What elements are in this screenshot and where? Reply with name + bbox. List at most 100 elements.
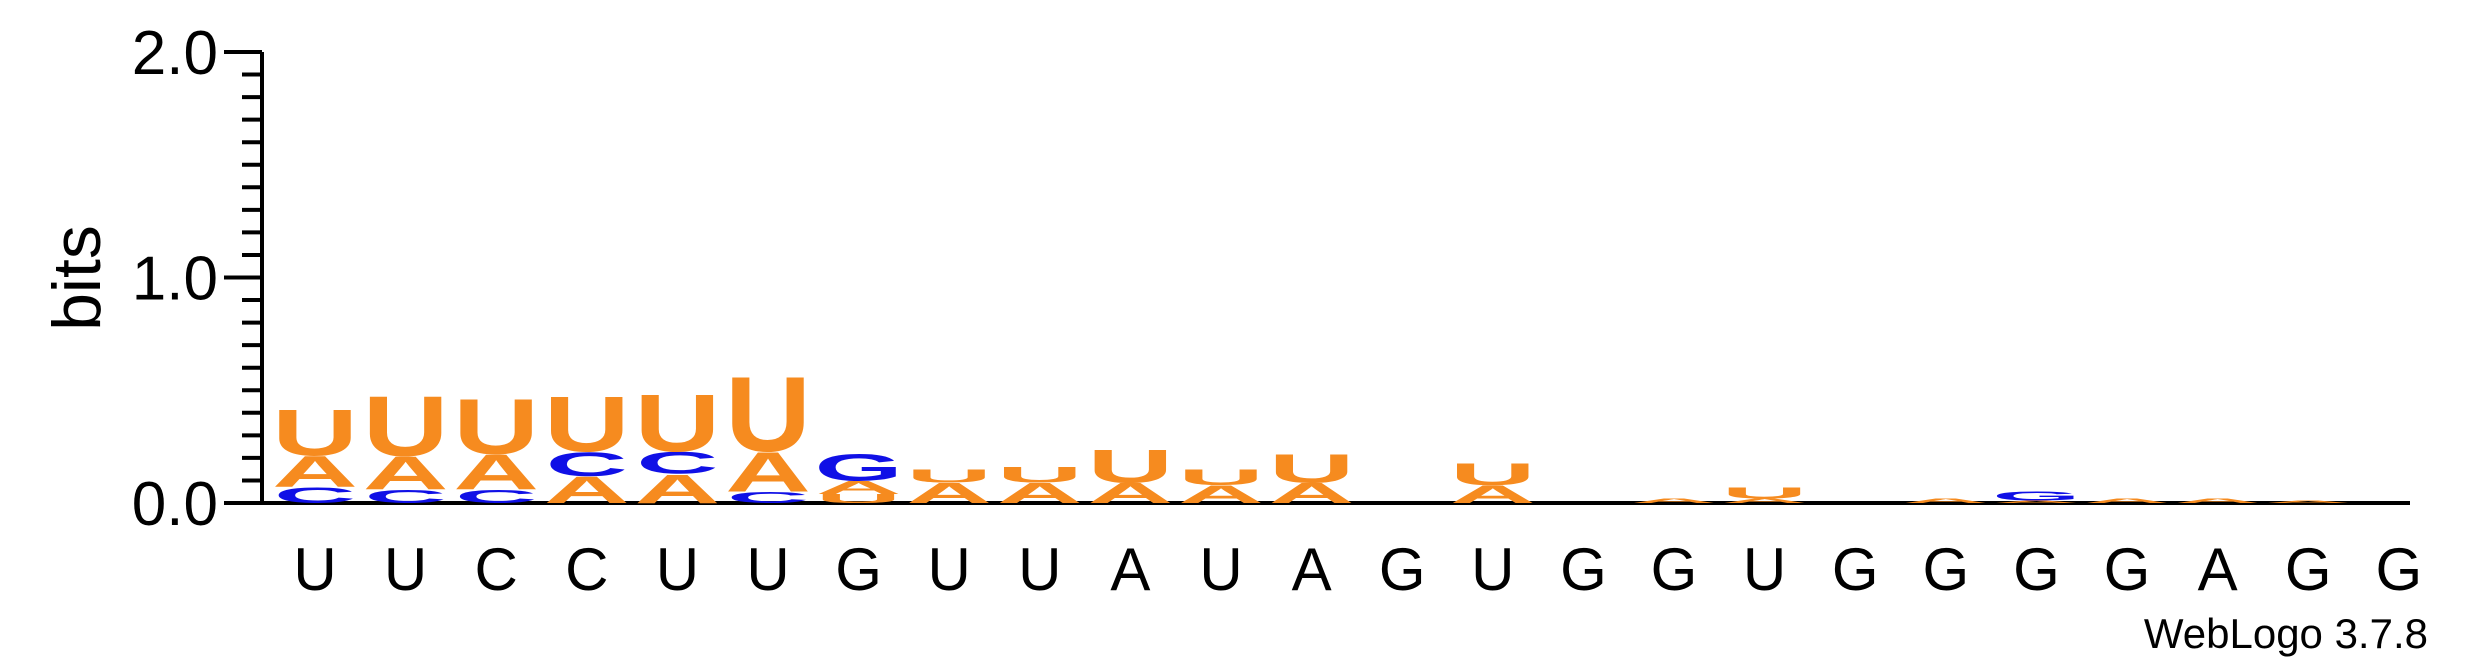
logo-letter-U: U — [453, 383, 539, 470]
svg-text:U: U — [1178, 465, 1264, 490]
svg-text:A: A — [906, 478, 992, 509]
logo-letter-U: U — [363, 378, 449, 473]
x-tick-label: G — [1560, 536, 1607, 603]
x-tick-label: A — [1110, 536, 1150, 603]
footer-credit: WebLogo 3.7.8 — [2144, 610, 2428, 657]
svg-text:A: A — [634, 466, 720, 512]
svg-text:U: U — [453, 383, 539, 470]
logo-letter-U: U — [1087, 440, 1173, 493]
svg-text:U: U — [816, 492, 902, 506]
x-tick-label: C — [565, 536, 608, 603]
x-tick-label: G — [835, 536, 882, 603]
y-tick-label: 2.0 — [132, 19, 218, 88]
logo-letter-A: A — [1450, 480, 1536, 508]
logo-letter-U: U — [816, 492, 902, 506]
logo-letter-A: A — [725, 441, 811, 504]
svg-text:A: A — [2084, 497, 2170, 504]
x-tick-label: U — [746, 536, 789, 603]
svg-text:U: U — [1269, 446, 1355, 492]
x-tick-label: U — [1743, 536, 1786, 603]
svg-text:A: A — [1178, 480, 1264, 508]
logo-letter-C: C — [636, 445, 718, 480]
x-tick-label: G — [1651, 536, 1698, 603]
logo-letter-A: A — [2265, 500, 2351, 504]
logo-letter-C: C — [546, 445, 628, 484]
svg-text:A: A — [816, 477, 902, 498]
svg-text:U: U — [634, 377, 720, 468]
x-tick-label: A — [1292, 536, 1332, 603]
svg-text:C: C — [274, 483, 356, 508]
svg-text:A: A — [544, 469, 630, 511]
logo-letter-U: U — [634, 377, 720, 468]
svg-text:G: G — [814, 446, 902, 488]
logo-letter-A: A — [272, 447, 358, 496]
logo-letter-U: U — [725, 355, 811, 474]
logo-letter-A: A — [1178, 480, 1264, 508]
svg-text:A: A — [453, 444, 539, 500]
logo-letter-G: G — [814, 446, 902, 488]
x-tick-label: G — [1832, 536, 1879, 603]
x-tick-label: U — [1471, 536, 1514, 603]
logo-letter-A: A — [906, 478, 992, 509]
x-tick-label: G — [2375, 536, 2422, 603]
y-axis-label: bits — [39, 225, 115, 331]
x-tick-label: U — [1199, 536, 1242, 603]
svg-text:A: A — [1631, 497, 1717, 504]
svg-text:U: U — [1087, 440, 1173, 493]
logo-letter-U: U — [544, 381, 630, 468]
logo-letter-C: C — [365, 486, 447, 507]
logo-letter-A: A — [634, 466, 720, 512]
svg-text:U: U — [725, 355, 811, 474]
y-tick-label: 0.0 — [132, 470, 218, 539]
logo-letter-C: C — [727, 489, 809, 506]
logo-letter-A: A — [1087, 478, 1173, 509]
x-tick-label: U — [1018, 536, 1061, 603]
svg-text:A: A — [272, 447, 358, 496]
logo-letter-A: A — [363, 447, 449, 500]
svg-text:A: A — [725, 441, 811, 504]
x-tick-label: C — [475, 536, 518, 603]
y-tick-label: 1.0 — [132, 245, 218, 314]
svg-text:A: A — [2265, 500, 2351, 504]
y-axis-ticks — [224, 50, 262, 505]
logo-letter-U: U — [906, 466, 992, 487]
logo-letter-A: A — [2175, 497, 2261, 504]
logo-letter-U: U — [1722, 484, 1808, 502]
svg-text:A: A — [363, 447, 449, 500]
x-tick-label: U — [293, 536, 336, 603]
svg-text:U: U — [1450, 457, 1536, 492]
logo-letter-U: U — [1269, 446, 1355, 492]
x-tick-label: A — [2198, 536, 2238, 603]
svg-text:A: A — [1450, 480, 1536, 508]
logo-letter-A: A — [1903, 497, 1989, 504]
svg-text:G: G — [1992, 490, 2080, 504]
logo-letter-C: C — [455, 486, 537, 507]
logo-letter-A: A — [544, 469, 630, 511]
x-tick-label: G — [1922, 536, 1969, 603]
svg-text:A: A — [997, 478, 1083, 509]
x-tick-label: G — [2104, 536, 2151, 603]
svg-text:A: A — [2175, 497, 2261, 504]
svg-text:A: A — [1269, 478, 1355, 509]
logo-letter-A: A — [1993, 500, 2079, 504]
svg-text:A: A — [1993, 500, 2079, 504]
logo-letter-U: U — [1178, 465, 1264, 490]
x-tick-label: G — [2013, 536, 2060, 603]
logo-letter-A: A — [997, 478, 1083, 509]
logo-letter-A: A — [1269, 478, 1355, 509]
svg-text:A: A — [1722, 497, 1808, 504]
svg-text:U: U — [906, 466, 992, 487]
svg-text:U: U — [544, 381, 630, 468]
x-tick-label: U — [384, 536, 427, 603]
svg-text:C: C — [455, 486, 537, 507]
logo-letter-U: U — [997, 463, 1083, 488]
svg-text:U: U — [272, 396, 358, 470]
logo-letter-A: A — [2084, 497, 2170, 504]
svg-text:C: C — [546, 445, 628, 484]
svg-text:U: U — [997, 463, 1083, 488]
logo-letter-A: A — [453, 444, 539, 500]
svg-text:C: C — [636, 445, 718, 480]
